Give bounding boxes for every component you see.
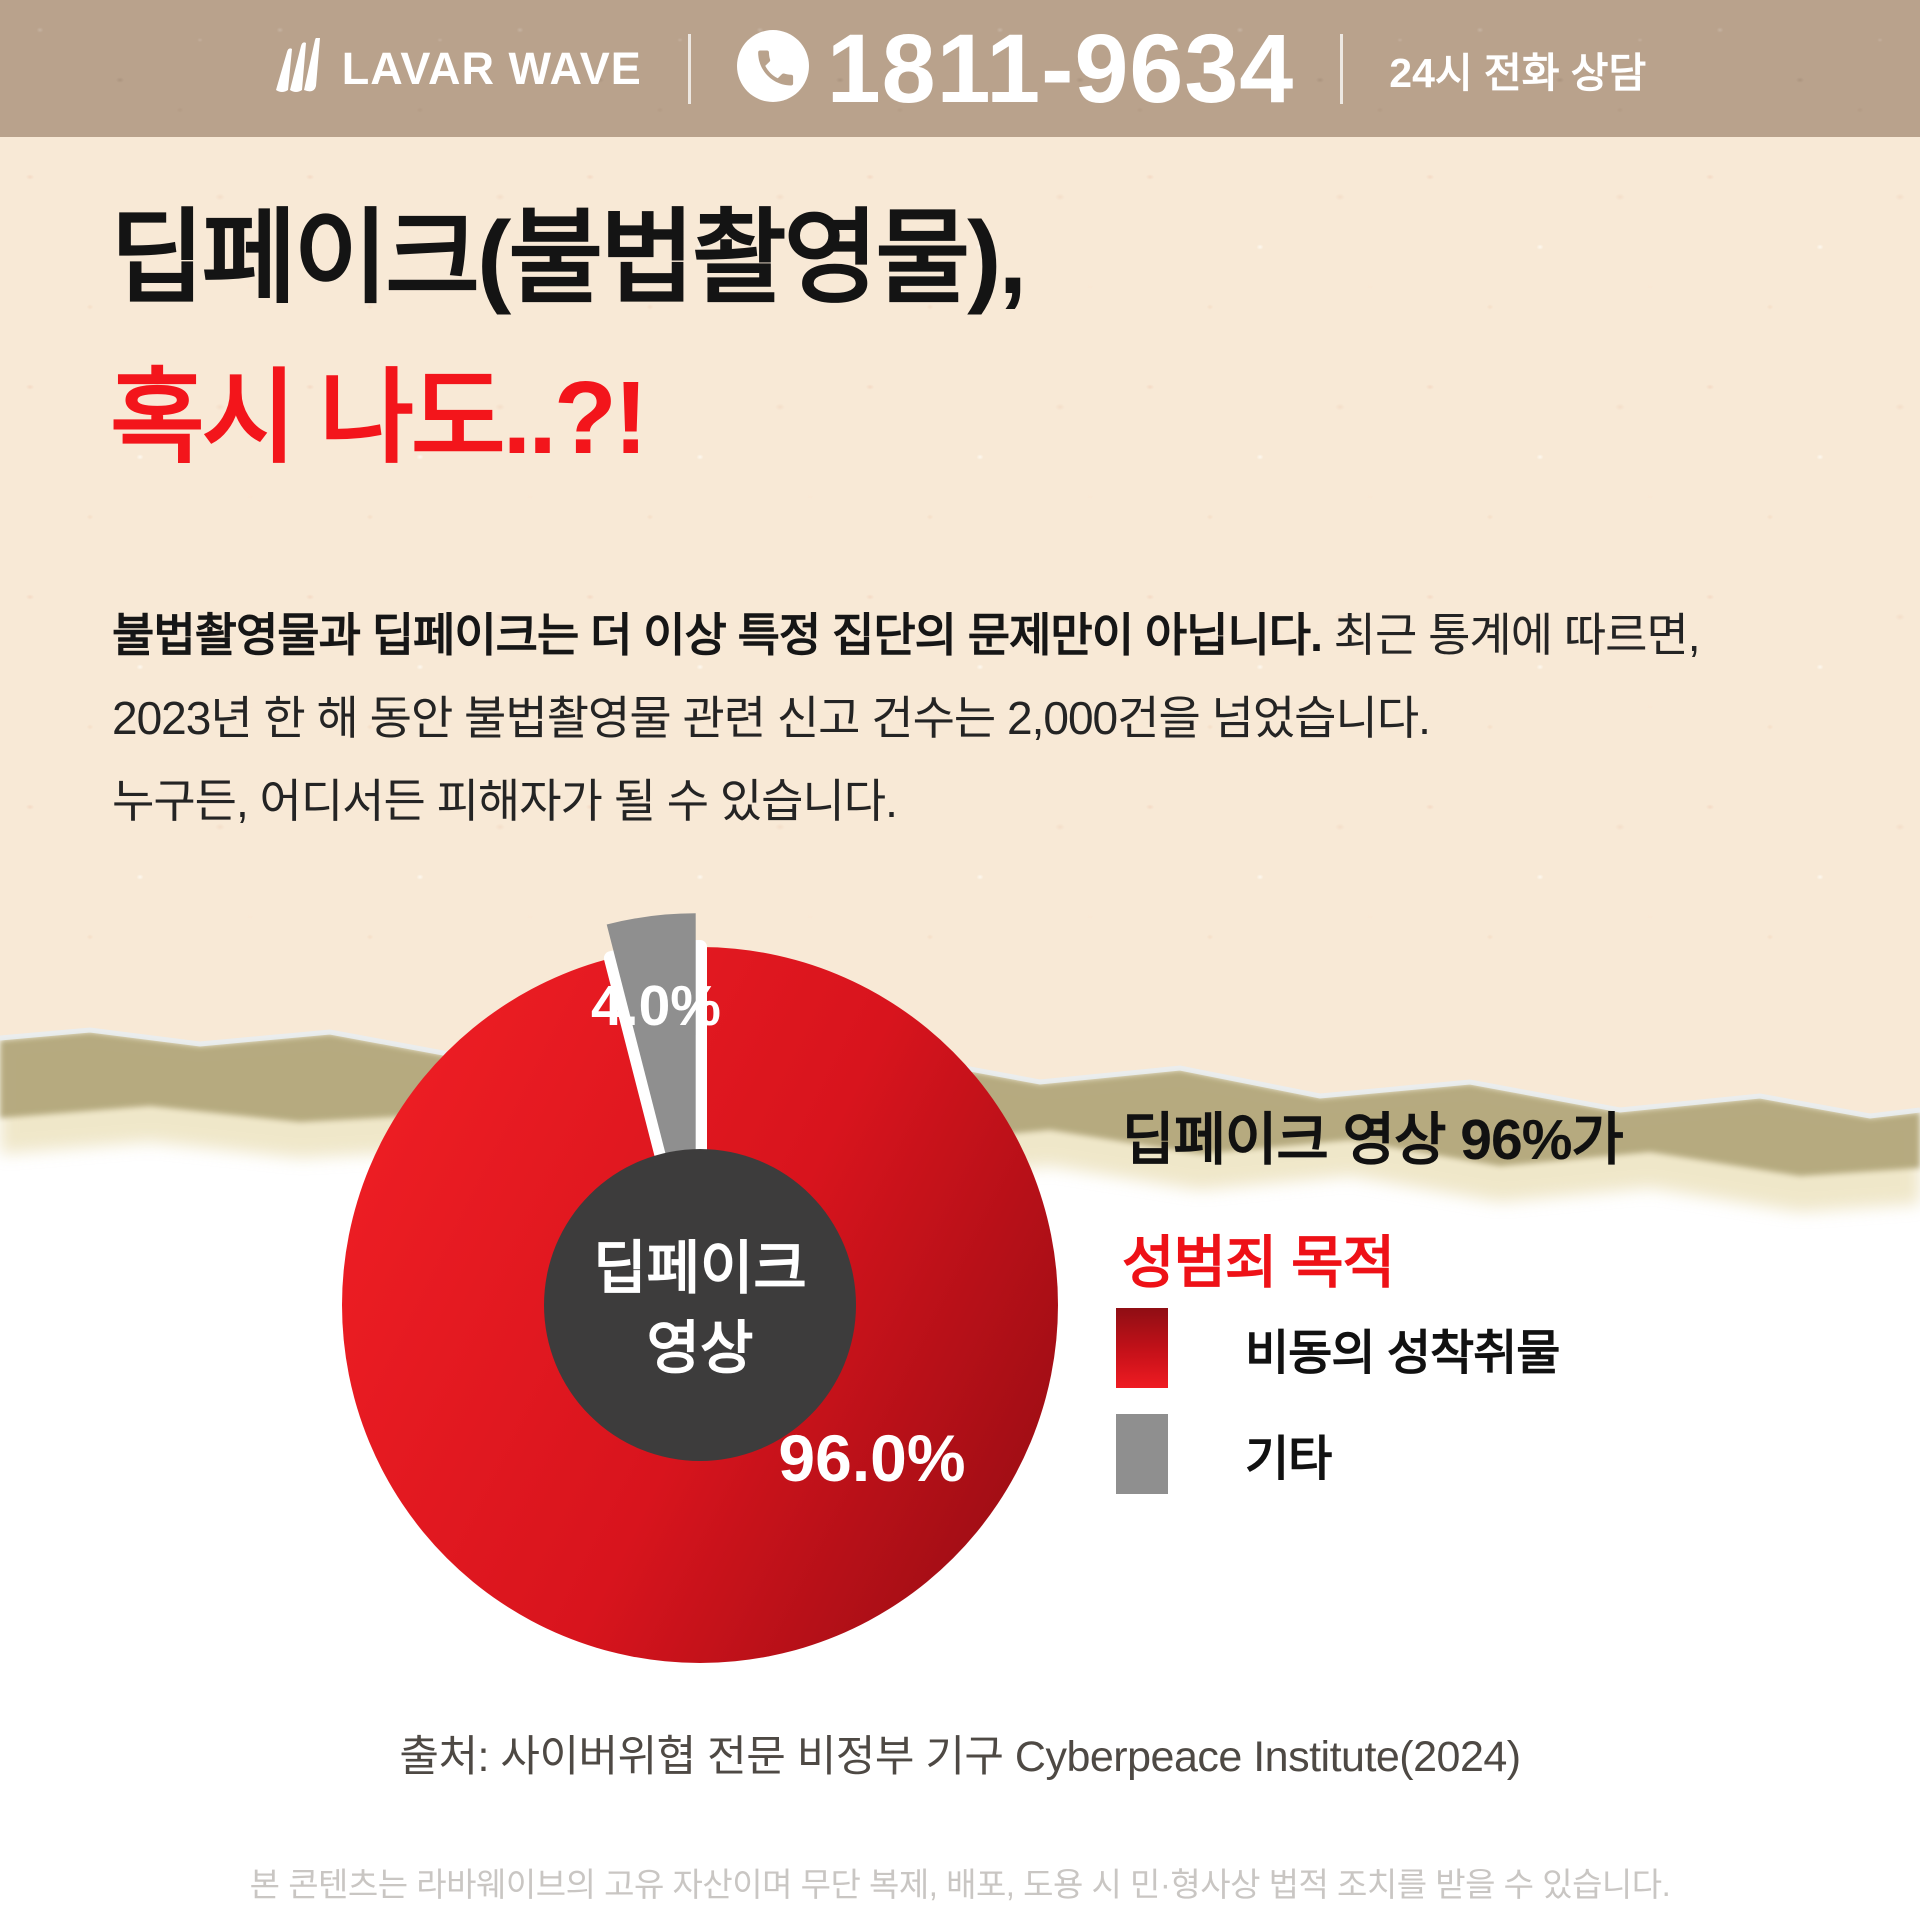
header-divider xyxy=(1340,33,1344,104)
chart-legend: 비동의 성착취물 기타 xyxy=(1116,1308,1560,1494)
copyright-footer: 본 콘텐츠는 라바웨이브의 고유 자산이며 무단 복제, 배포, 도용 시 민·… xyxy=(249,1866,1671,1903)
intro-line2: 2023년 한 해 동안 불법촬영물 관련 신고 건수는 2,000건을 넘었습… xyxy=(112,691,1431,744)
intro-line1-rest: 최근 통계에 따르면, xyxy=(1321,609,1701,661)
slice-label-96-percent: 96.0% xyxy=(778,1421,965,1495)
page-title-line2: 혹시 나도..?! xyxy=(110,359,648,475)
intro-line3: 누구든, 어디서든 피해자가 될 수 있습니다. xyxy=(112,774,898,827)
title-block: 딥페이크(불법촬영물), 혹시 나도..?! xyxy=(110,178,1027,497)
donut-center-label-line1: 딥페이크 xyxy=(593,1236,806,1301)
donut-center-circle xyxy=(544,1149,856,1461)
header-bar: LAVAR WAVE 1811-9634 24시 전화 상담 xyxy=(0,0,1920,141)
brand-name: LAVAR WAVE xyxy=(341,42,642,94)
phone-number: 1811-9634 xyxy=(826,14,1295,123)
donut-center-label-line2: 영상 xyxy=(647,1316,754,1381)
legend-row-gray: 기타 xyxy=(1116,1414,1559,1494)
callout-line2: 성범죄 목적 xyxy=(1122,1231,1395,1295)
legend-label-gray: 기타 xyxy=(1245,1433,1332,1486)
legend-swatch-red xyxy=(1116,1308,1168,1388)
phone-group: 1811-9634 xyxy=(736,14,1295,123)
legend-row-red: 비동의 성착취물 xyxy=(1116,1308,1560,1388)
slice-label-4-percent: 4.0% xyxy=(591,974,721,1038)
legend-swatch-gray xyxy=(1116,1414,1168,1494)
intro-line1-bold: 불법촬영물과 딥페이크는 더 이상 특정 집단의 문제만이 아닙니다. xyxy=(112,609,1323,661)
callout-line1: 딥페이크 영상 96%가 xyxy=(1122,1108,1624,1172)
paper-background xyxy=(0,137,1920,1004)
lavar-wave-logo-icon xyxy=(274,36,326,99)
legend-label-red: 비동의 성착취물 xyxy=(1245,1327,1560,1380)
header-divider xyxy=(687,33,691,104)
hours-label: 24시 전화 상담 xyxy=(1389,49,1647,96)
source-note: 출처: 사이버위협 전문 비정부 기구 Cyberpeace Institute… xyxy=(399,1733,1521,1781)
intro-line1: 불법촬영물과 딥페이크는 더 이상 특정 집단의 문제만이 아닙니다. 최근 통… xyxy=(112,594,1701,677)
phone-icon xyxy=(736,30,809,107)
callout-block: 딥페이크 영상 96%가 성범죄 목적 xyxy=(1122,1108,1624,1295)
deepfake-donut-chart: 딥페이크 영상 4.0% 96.0% xyxy=(342,913,1058,1663)
intro-paragraph: 불법촬영물과 딥페이크는 더 이상 특정 집단의 문제만이 아닙니다. 최근 통… xyxy=(112,594,1701,842)
page-title-line1: 딥페이크(불법촬영물), xyxy=(110,200,1027,315)
brand: LAVAR WAVE xyxy=(274,36,642,99)
